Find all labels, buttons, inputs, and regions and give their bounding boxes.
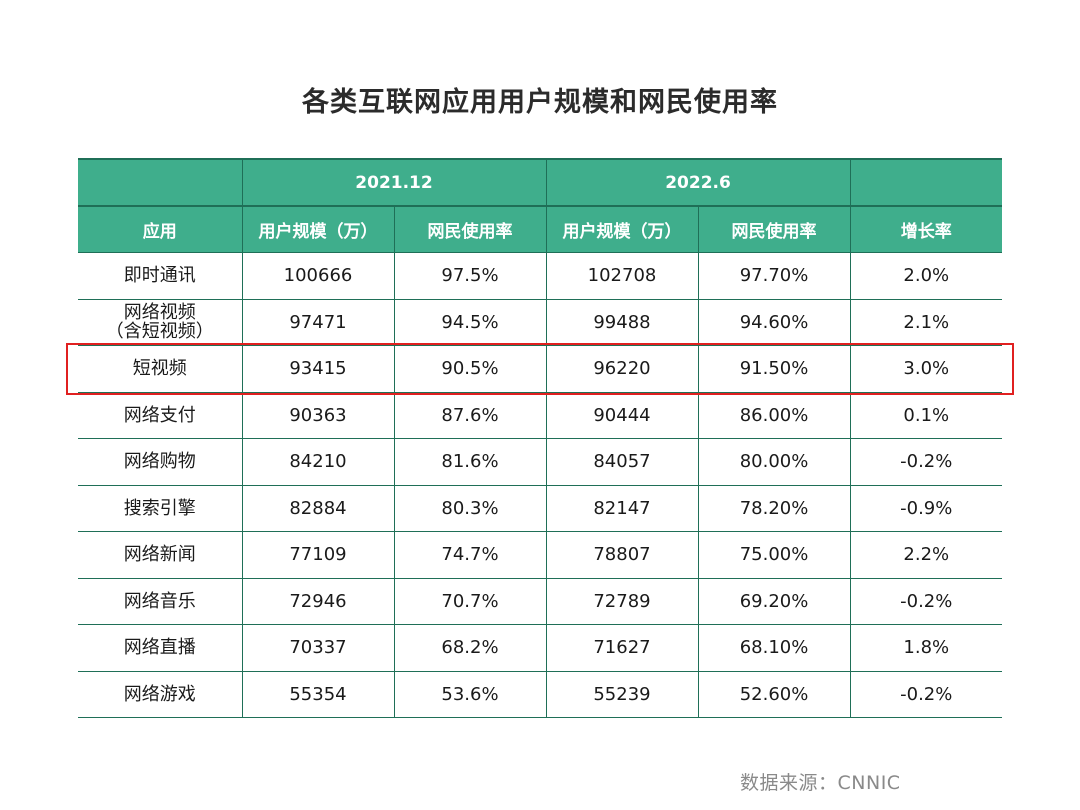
- app-name-line: 网络视频: [123, 302, 196, 324]
- cell-rate-2021: 80.3%: [393, 485, 546, 532]
- app-name-line: 搜索引擎: [123, 497, 196, 519]
- cell-app-name: 搜索引擎: [78, 485, 242, 532]
- cell-rate-2022: 78.20%: [697, 485, 851, 532]
- cell-users-2022: 78807: [545, 531, 698, 579]
- app-name-line: 网络购物: [123, 451, 196, 473]
- cell-rate-2021: 81.6%: [393, 438, 546, 486]
- cell-users-2022: 55239: [545, 671, 698, 718]
- cell-rate-2022: 68.10%: [697, 624, 851, 672]
- cell-users-2022: 96220: [545, 345, 698, 393]
- cell-growth: -0.2%: [849, 578, 1003, 625]
- period-header-2022: 2022.6: [545, 158, 851, 206]
- cell-users-2021: 93415: [241, 345, 394, 393]
- cell-users-2022: 90444: [545, 392, 698, 439]
- cell-users-2021: 97471: [241, 299, 394, 346]
- app-name-line: 网络游戏: [123, 683, 196, 705]
- cell-users-2021: 72946: [241, 578, 394, 625]
- cell-users-2022: 84057: [545, 438, 698, 486]
- app-name-line: 网络音乐: [123, 590, 196, 612]
- cell-growth: -0.9%: [849, 485, 1003, 532]
- table-row: 网络支付 90363 87.6% 90444 86.00% 0.1%: [78, 392, 1003, 439]
- column-header-users-2022: 用户规模（万）: [545, 205, 698, 253]
- cell-users-2021: 55354: [241, 671, 394, 718]
- cell-growth: 2.0%: [849, 252, 1003, 300]
- cell-users-2021: 70337: [241, 624, 394, 672]
- cell-rate-2022: 97.70%: [697, 252, 851, 300]
- cell-app-name: 网络音乐: [78, 578, 242, 625]
- table-row: 网络新闻 77109 74.7% 78807 75.00% 2.2%: [78, 531, 1003, 579]
- cell-users-2021: 77109: [241, 531, 394, 579]
- header-blank-cell: [78, 158, 242, 206]
- cell-users-2021: 84210: [241, 438, 394, 486]
- column-header-growth: 增长率: [849, 205, 1003, 253]
- cell-rate-2021: 94.5%: [393, 299, 546, 346]
- column-header-app: 应用: [78, 205, 242, 253]
- cell-growth: 2.2%: [849, 531, 1003, 579]
- page-title: 各类互联网应用用户规模和网民使用率: [302, 87, 778, 118]
- cell-growth: 0.1%: [849, 392, 1003, 439]
- cell-rate-2021: 53.6%: [393, 671, 546, 718]
- cell-users-2021: 82884: [241, 485, 394, 532]
- cell-growth: 1.8%: [849, 624, 1003, 672]
- cell-rate-2021: 74.7%: [393, 531, 546, 579]
- cell-rate-2021: 87.6%: [393, 392, 546, 439]
- cell-users-2022: 102708: [545, 252, 698, 300]
- column-header-row: 应用 用户规模（万） 网民使用率 用户规模（万） 网民使用率 增长率: [78, 205, 1003, 253]
- cell-users-2022: 99488: [545, 299, 698, 346]
- table-row: 网络视频 （含短视频） 97471 94.5% 99488 94.60% 2.1%: [78, 299, 1003, 346]
- period-header-2021: 2021.12: [241, 158, 546, 206]
- column-header-rate-2022: 网民使用率: [697, 205, 851, 253]
- table-row: 网络直播 70337 68.2% 71627 68.10% 1.8%: [78, 624, 1003, 672]
- cell-app-name: 网络新闻: [78, 531, 242, 579]
- app-name-line: 短视频: [132, 358, 187, 380]
- header-blank-cell: [849, 158, 1003, 206]
- cell-app-name: 网络视频 （含短视频）: [78, 299, 242, 346]
- app-name-line: （含短视频）: [105, 321, 214, 343]
- cell-users-2022: 82147: [545, 485, 698, 532]
- app-name-line: 即时通讯: [123, 265, 196, 287]
- cell-growth: 3.0%: [849, 345, 1003, 393]
- cell-rate-2022: 80.00%: [697, 438, 851, 486]
- cell-growth: 2.1%: [849, 299, 1003, 346]
- source-note: 数据来源：CNNIC: [740, 772, 901, 794]
- cell-users-2021: 100666: [241, 252, 394, 300]
- cell-rate-2021: 97.5%: [393, 252, 546, 300]
- cell-rate-2021: 70.7%: [393, 578, 546, 625]
- cell-app-name: 短视频: [78, 345, 242, 393]
- table-row: 网络购物 84210 81.6% 84057 80.00% -0.2%: [78, 438, 1003, 486]
- cell-rate-2022: 91.50%: [697, 345, 851, 393]
- table-body: 即时通讯 100666 97.5% 102708 97.70% 2.0% 网络视频 （含短视频…: [78, 252, 1003, 718]
- cell-app-name: 即时通讯: [78, 252, 242, 300]
- table-row: 即时通讯 100666 97.5% 102708 97.70% 2.0%: [78, 252, 1003, 300]
- cell-rate-2022: 52.60%: [697, 671, 851, 718]
- cell-app-name: 网络游戏: [78, 671, 242, 718]
- cell-rate-2022: 94.60%: [697, 299, 851, 346]
- cell-users-2022: 71627: [545, 624, 698, 672]
- period-header-row: 2021.12 2022.6: [78, 158, 1003, 206]
- table-row: 网络游戏 55354 53.6% 55239 52.60% -0.2%: [78, 671, 1003, 718]
- table-row: 搜索引擎 82884 80.3% 82147 78.20% -0.9%: [78, 485, 1003, 532]
- cell-app-name: 网络直播: [78, 624, 242, 672]
- column-header-rate-2021: 网民使用率: [393, 205, 546, 253]
- app-name-line: 网络支付: [123, 404, 196, 426]
- cell-users-2022: 72789: [545, 578, 698, 625]
- table-row: 短视频 93415 90.5% 96220 91.50% 3.0%: [78, 345, 1003, 393]
- cell-rate-2021: 68.2%: [393, 624, 546, 672]
- app-name-line: 网络新闻: [123, 544, 196, 566]
- cell-users-2021: 90363: [241, 392, 394, 439]
- column-header-users-2021: 用户规模（万）: [241, 205, 394, 253]
- cell-app-name: 网络购物: [78, 438, 242, 486]
- usage-table: 2021.12 2022.6 应用 用户规模（万） 网民使用率 用户规模（万） …: [78, 158, 1003, 718]
- cell-rate-2021: 90.5%: [393, 345, 546, 393]
- cell-growth: -0.2%: [849, 671, 1003, 718]
- app-name-line: 网络直播: [123, 637, 196, 659]
- cell-rate-2022: 69.20%: [697, 578, 851, 625]
- cell-app-name: 网络支付: [78, 392, 242, 439]
- cell-rate-2022: 75.00%: [697, 531, 851, 579]
- cell-rate-2022: 86.00%: [697, 392, 851, 439]
- table-row: 网络音乐 72946 70.7% 72789 69.20% -0.2%: [78, 578, 1003, 625]
- cell-growth: -0.2%: [849, 438, 1003, 486]
